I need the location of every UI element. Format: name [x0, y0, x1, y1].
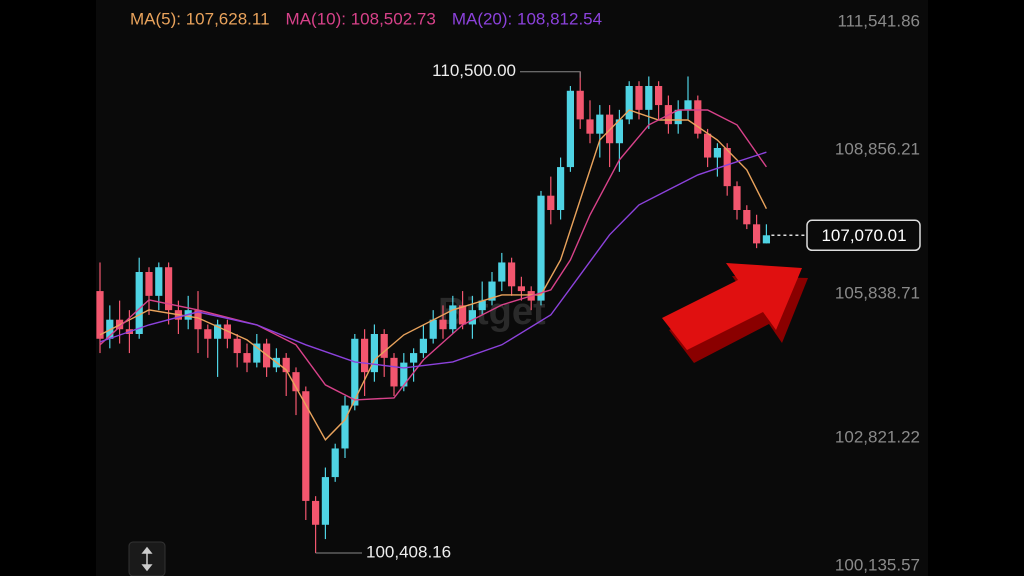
candle-body — [723, 147, 731, 187]
candle-body — [488, 281, 496, 301]
candle-body — [96, 291, 104, 339]
candle-body — [204, 329, 212, 339]
candle-body — [576, 90, 584, 120]
candle-body — [547, 195, 555, 210]
candle-body — [390, 357, 398, 387]
legend-entry: MA(20): 108,812.54 — [452, 9, 602, 28]
candle-body — [753, 224, 761, 244]
candle-body — [292, 372, 300, 392]
candle-body — [459, 305, 467, 325]
candle-body — [439, 319, 447, 330]
candle-body — [145, 271, 153, 296]
candle-body — [380, 334, 388, 358]
candle-body — [214, 324, 222, 339]
candle-body — [135, 271, 143, 335]
y-tick-label: 102,821.22 — [835, 427, 920, 446]
candle-body — [341, 405, 349, 449]
low-marker-label: 100,408.16 — [366, 542, 451, 561]
candle-body — [713, 147, 721, 158]
candle-body — [645, 85, 653, 110]
candle-body — [312, 500, 320, 525]
candle-body — [566, 90, 574, 168]
candle-body — [674, 109, 682, 125]
red-arrow — [662, 263, 808, 363]
candle-body — [370, 334, 378, 373]
scroll-icon — [141, 546, 153, 572]
legend-entry: MA(10): 108,502.73 — [286, 9, 436, 28]
candle-body — [331, 448, 339, 478]
current-price-box — [806, 219, 921, 252]
candle-body — [449, 305, 457, 330]
candle-body — [557, 167, 565, 210]
candle-body — [253, 343, 261, 363]
y-tick-label: 108,856.21 — [835, 140, 920, 159]
candle-body — [733, 186, 741, 210]
candle-body — [361, 338, 369, 373]
candle-body — [400, 362, 408, 387]
legend: MA(5): 107,628.11 MA(10): 108,502.73 MA(20… — [130, 9, 602, 28]
candle-body — [625, 85, 633, 120]
candle-body — [537, 195, 545, 301]
candle-body — [468, 310, 476, 325]
candle-body — [194, 310, 202, 330]
candle-body — [762, 235, 770, 244]
y-tick-label: 100,135.57 — [835, 555, 920, 574]
candle-body — [243, 353, 251, 363]
y-tick-label: 105,838.71 — [835, 283, 920, 302]
ma-line — [99, 151, 767, 369]
candle-body — [165, 267, 173, 311]
current-price-label: 107,070.01 — [821, 226, 906, 245]
candle-body — [743, 209, 751, 225]
candle-body — [615, 119, 623, 144]
candle-body — [694, 100, 702, 134]
candle-body — [704, 133, 712, 158]
candle-body — [419, 338, 427, 354]
candle-body — [655, 85, 663, 106]
candle-body — [282, 357, 290, 373]
candle-body — [596, 114, 604, 134]
high-marker-label: 110,500.00 — [432, 61, 516, 80]
candle-body — [606, 114, 614, 144]
legend-entry: MA(5): 107,628.11 — [130, 9, 270, 28]
candle-body — [155, 267, 163, 296]
candle-body — [508, 262, 516, 287]
candle-body — [684, 100, 692, 110]
candle-body — [233, 338, 241, 354]
candle-body — [635, 85, 643, 110]
candle-body — [517, 286, 525, 292]
candle-body — [410, 353, 418, 363]
candle-body — [498, 262, 506, 282]
high-marker-line — [520, 71, 581, 78]
ma-line — [99, 109, 768, 441]
y-tick-label: 111,541.86 — [837, 11, 920, 30]
candle-body — [429, 319, 437, 339]
candle-body — [478, 300, 486, 311]
candle-body — [321, 477, 329, 525]
candle-body — [351, 338, 359, 406]
candle-body — [586, 119, 594, 134]
candle-body — [302, 391, 310, 501]
